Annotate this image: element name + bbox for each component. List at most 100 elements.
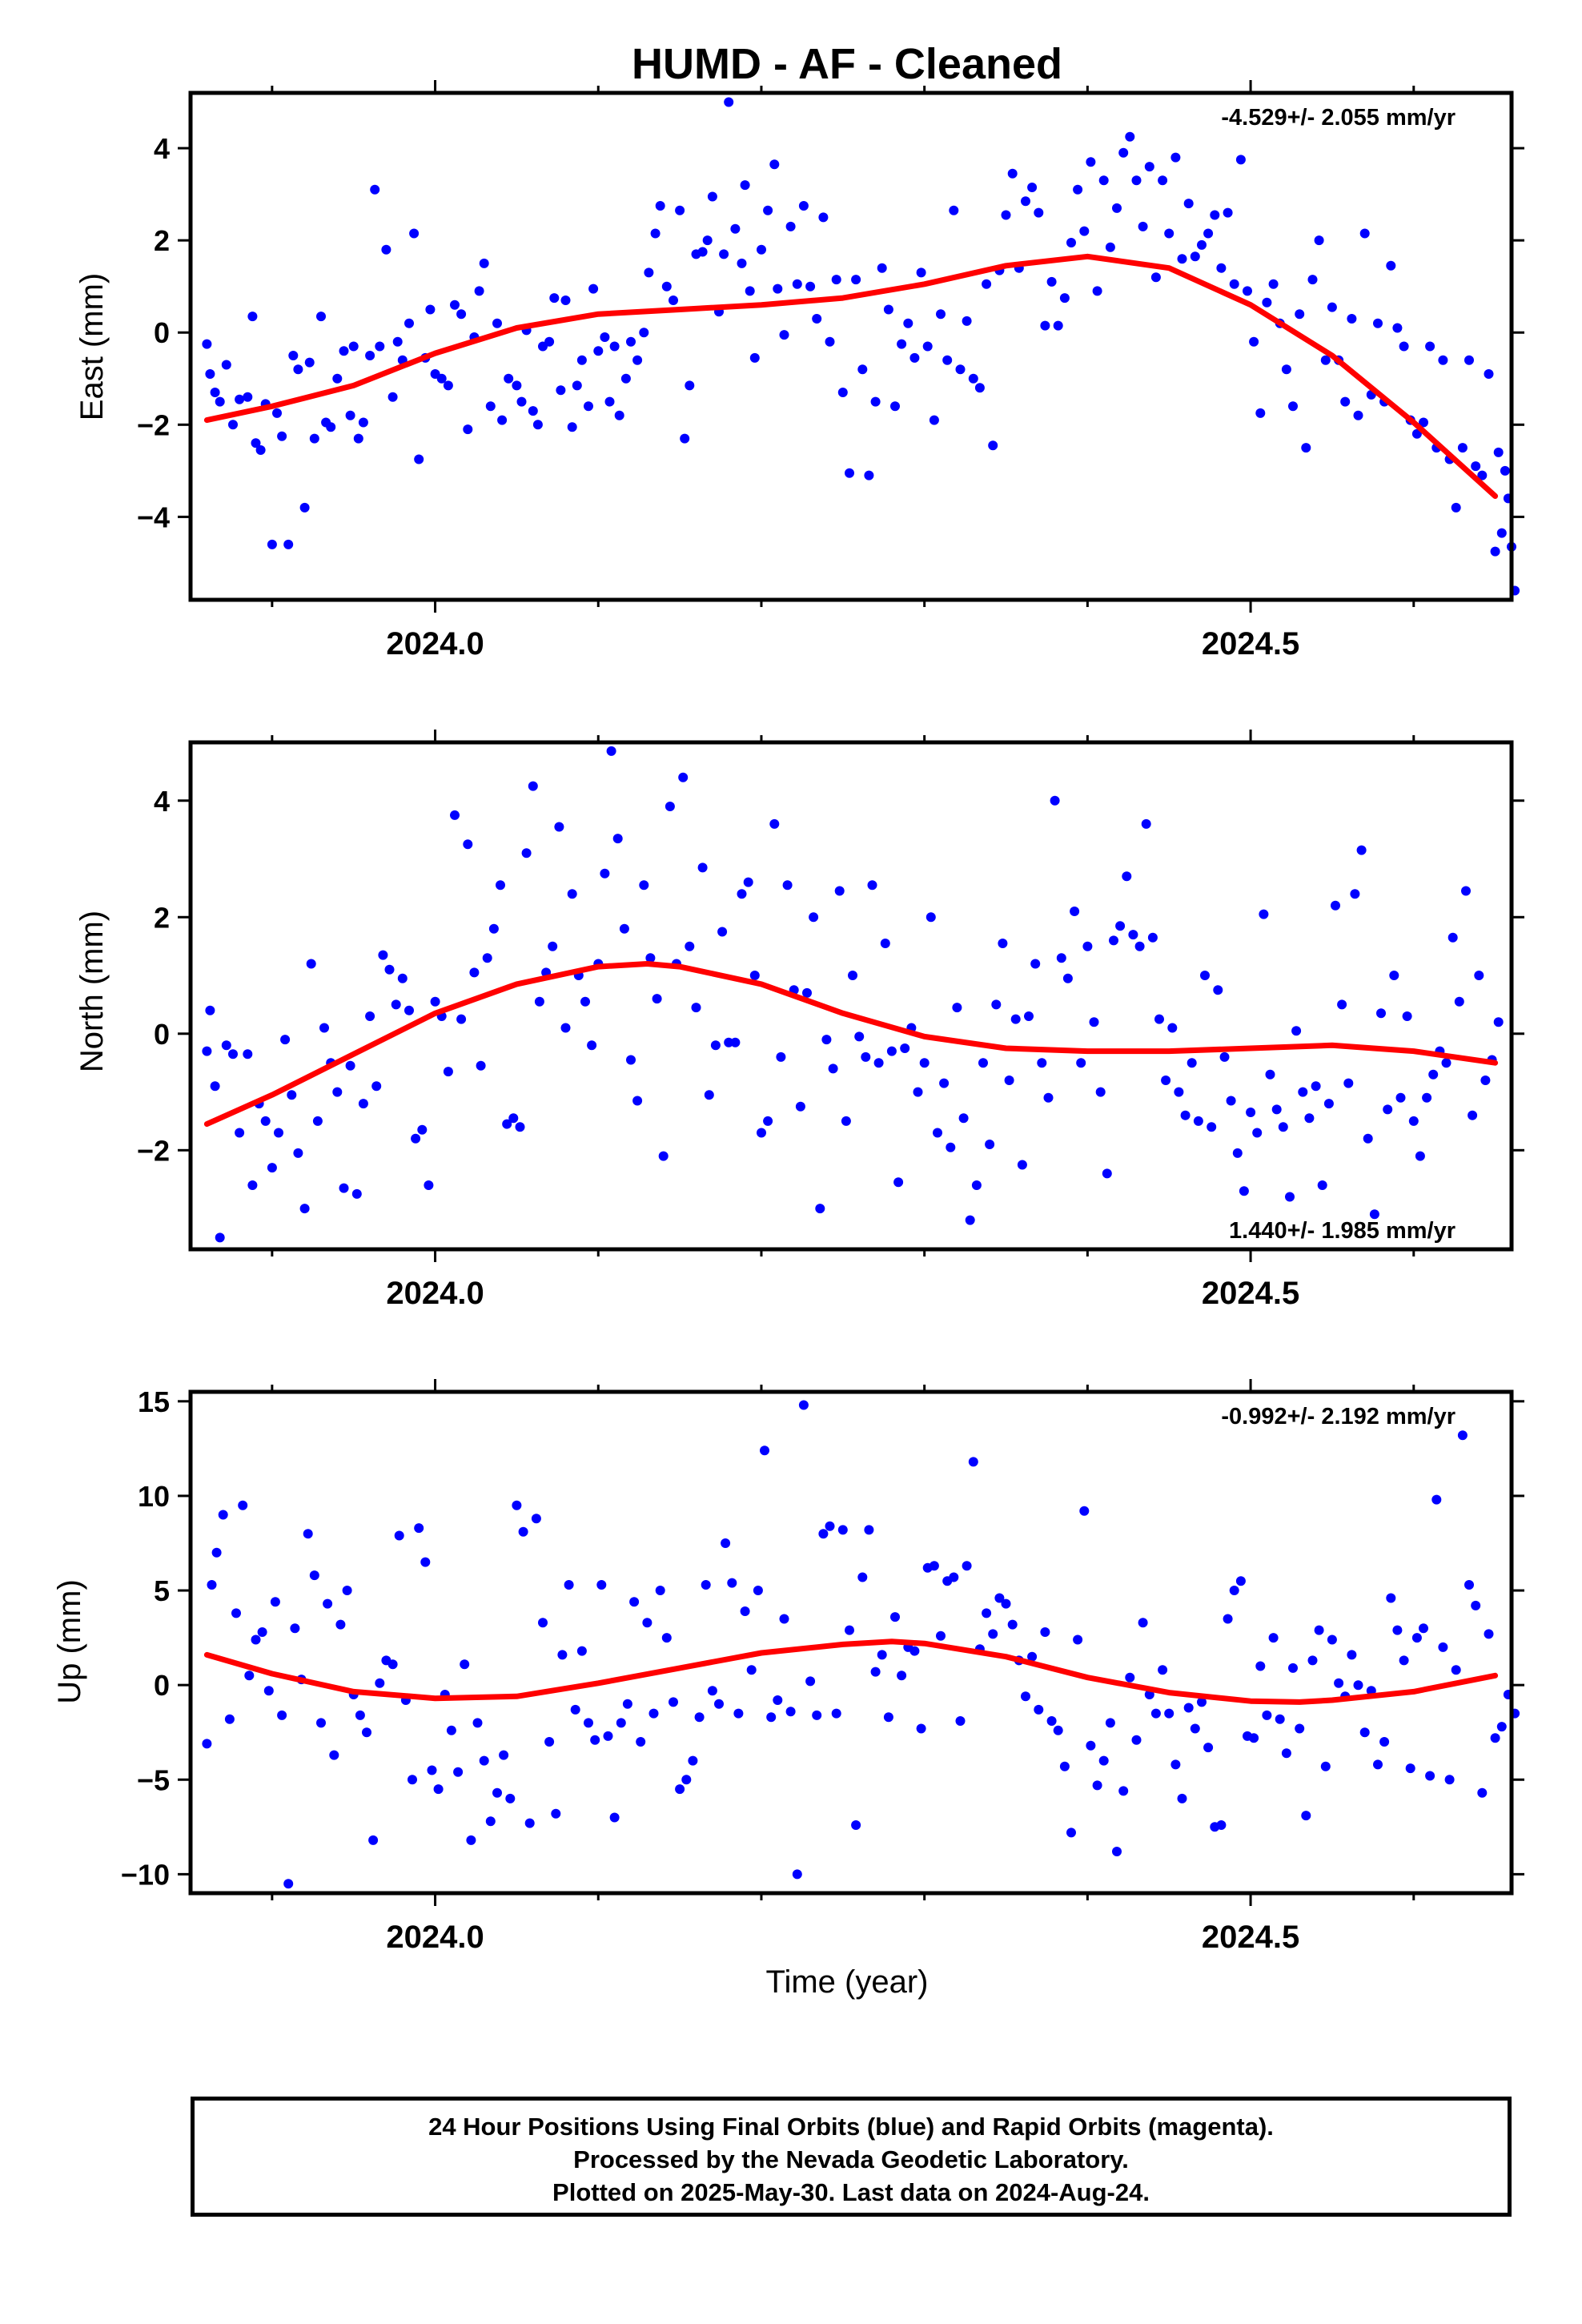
up-data-point <box>499 1750 509 1760</box>
north-data-point <box>580 996 590 1007</box>
up-data-point <box>1079 1506 1090 1516</box>
east-data-point <box>845 468 854 478</box>
north-data-point <box>1200 971 1210 980</box>
north-data-point <box>1082 941 1093 951</box>
up-data-point <box>1216 1820 1227 1830</box>
up-data-point <box>544 1737 555 1747</box>
up-data-point <box>472 1718 483 1728</box>
north-data-point <box>1180 1110 1191 1120</box>
north-data-point <box>210 1081 220 1092</box>
up-data-point <box>785 1707 796 1717</box>
up-data-point <box>1203 1743 1214 1753</box>
north-data-point <box>730 1037 741 1047</box>
north-data-point <box>1291 1026 1302 1036</box>
north-data-point <box>280 1035 291 1045</box>
east-data-point <box>626 336 636 347</box>
up-data-point <box>492 1787 502 1798</box>
up-data-point <box>746 1665 757 1675</box>
east-data-point <box>1164 228 1174 239</box>
up-data-point <box>238 1500 248 1510</box>
north-plot: 2024.0 2024.5 −2 0 2 4 1.440+/- 1.985 mm/yr <box>137 730 1524 1311</box>
north-data-point <box>1311 1081 1321 1092</box>
up-data-point <box>968 1457 978 1467</box>
up-data-point <box>760 1445 769 1456</box>
up-x-tick-label: 2024.0 <box>386 1920 484 1955</box>
east-data-point <box>1419 417 1428 428</box>
east-data-point <box>1392 323 1403 333</box>
east-data-point <box>485 401 496 412</box>
north-data-point <box>1219 1051 1230 1062</box>
up-data-point <box>1275 1714 1285 1724</box>
east-data-point <box>609 341 620 352</box>
east-data-point <box>1359 228 1370 239</box>
up-data-point <box>773 1695 783 1705</box>
east-y-tick-label: −4 <box>137 501 170 533</box>
up-data-point <box>1255 1661 1266 1671</box>
north-data-point <box>958 1113 969 1124</box>
north-data-point <box>645 953 656 963</box>
north-data-point <box>1441 1058 1452 1068</box>
east-data-point <box>251 438 261 448</box>
east-data-point <box>831 275 841 285</box>
east-y-tick-label: 2 <box>154 224 170 257</box>
east-data-point <box>805 281 816 292</box>
north-data-point <box>1265 1069 1275 1080</box>
east-data-point <box>463 424 473 435</box>
east-data-point <box>288 351 299 360</box>
east-data-point <box>1249 336 1259 347</box>
up-data-point <box>883 1712 893 1723</box>
north-data-point <box>1207 1122 1217 1132</box>
east-data-point <box>1288 401 1298 412</box>
up-data-point <box>988 1629 998 1639</box>
up-data-point <box>1053 1725 1063 1735</box>
up-data-point <box>1092 1780 1102 1791</box>
north-data-point <box>776 1051 786 1062</box>
north-data-point <box>384 964 395 975</box>
north-data-point <box>1395 1092 1406 1103</box>
north-data-point <box>1428 1069 1439 1080</box>
north-data-point <box>332 1087 343 1097</box>
east-data-point <box>556 385 566 396</box>
north-data-point <box>900 1043 910 1053</box>
north-data-point <box>1109 935 1118 946</box>
east-data-point <box>1425 341 1435 352</box>
up-data-point <box>681 1775 692 1785</box>
up-data-point <box>596 1580 607 1590</box>
north-data-point <box>463 839 473 850</box>
up-data-point <box>590 1735 600 1745</box>
north-data-point <box>1030 959 1041 969</box>
north-data-point <box>763 1116 773 1126</box>
east-data-point <box>724 97 734 107</box>
east-data-point <box>247 312 258 322</box>
east-data-point <box>702 235 713 246</box>
east-data-point <box>1320 355 1331 365</box>
east-data-point <box>497 415 508 425</box>
east-data-point <box>492 318 502 328</box>
up-data-point <box>1073 1634 1083 1645</box>
north-data-point <box>1376 1008 1386 1019</box>
north-x-tick-label: 2024.0 <box>386 1276 484 1311</box>
up-data-point <box>1444 1775 1455 1785</box>
up-data-point <box>335 1619 346 1630</box>
east-data-point <box>358 417 368 428</box>
east-data-point <box>812 314 822 324</box>
east-data-point <box>474 286 484 296</box>
up-plot: 2024.0 2024.5 −10 −5 0 5 10 15 -0.992+/- 2.192 m… <box>121 1379 1524 1955</box>
north-data-point <box>488 923 499 934</box>
east-data-point <box>922 341 933 352</box>
north-data-point <box>378 950 388 960</box>
east-data-point <box>436 373 447 384</box>
north-data-point <box>443 1067 453 1077</box>
east-data-point <box>316 312 326 322</box>
north-data-point <box>769 818 780 829</box>
up-fit-curve <box>203 1638 1499 1705</box>
up-data-point <box>648 1708 659 1719</box>
north-data-point <box>1004 1076 1014 1085</box>
east-data-point <box>719 249 729 259</box>
up-data-point <box>694 1712 705 1723</box>
north-data-point <box>1076 1058 1086 1068</box>
east-data-point <box>614 410 624 420</box>
east-data-point <box>749 352 760 363</box>
east-data-point <box>1098 175 1109 186</box>
up-panel: Up (mm) 2024.0 2024.5 −10 −5 0 5 10 15 -0.992+/-… <box>52 1379 1524 2000</box>
